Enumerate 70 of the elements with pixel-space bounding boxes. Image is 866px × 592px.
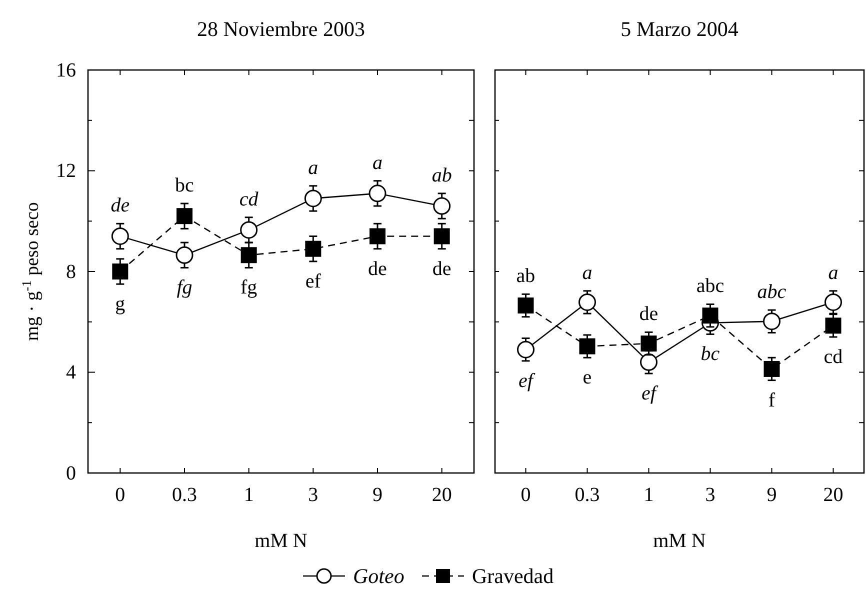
x-tick-label: 20	[823, 484, 844, 506]
point	[368, 184, 386, 202]
annotation: abc	[696, 275, 724, 298]
x-axis-title: mM N	[254, 530, 308, 552]
point	[305, 240, 322, 257]
annotation: de	[432, 258, 452, 280]
point	[764, 360, 780, 377]
chart-title: 5 Marzo 2004	[620, 17, 739, 41]
point	[112, 264, 128, 280]
x-tick-label: 0.3	[574, 484, 600, 506]
point	[111, 227, 129, 245]
point	[434, 228, 450, 244]
x-tick-label: 1	[244, 484, 254, 506]
point	[640, 336, 657, 352]
annotation: ef	[518, 370, 536, 392]
y-tick-label: 16	[56, 59, 76, 82]
annotation: a	[308, 156, 318, 179]
annotation: ef	[305, 270, 322, 292]
annotation: e	[582, 366, 592, 389]
point	[579, 338, 596, 354]
annotation: a	[582, 262, 592, 284]
legend-label: Goteo	[353, 564, 404, 588]
point	[825, 318, 842, 334]
x-axis-title: mM N	[653, 530, 706, 552]
point	[702, 308, 718, 324]
point	[824, 293, 842, 311]
annotation: de	[639, 303, 658, 326]
annotation: bc	[700, 343, 720, 366]
point	[240, 247, 257, 264]
annotation: cd	[239, 188, 260, 210]
y-tick-label: 0	[66, 462, 76, 484]
point	[370, 228, 386, 244]
annotation: fg	[240, 276, 258, 299]
y-tick-label: 12	[56, 160, 76, 182]
point	[433, 197, 451, 215]
x-tick-label: 1	[644, 484, 654, 506]
point	[176, 246, 194, 264]
legend-label: Gravedad	[472, 564, 554, 588]
annotation: a	[372, 152, 382, 174]
annotation: de	[368, 258, 388, 280]
point	[304, 190, 322, 208]
x-tick-label: 3	[308, 484, 318, 506]
annotation: ab	[432, 164, 452, 186]
annotation: cd	[824, 346, 843, 368]
x-tick-label: 3	[705, 484, 716, 506]
annotation: ef	[642, 382, 658, 405]
annotation: de	[110, 194, 130, 217]
annotation: g	[115, 293, 126, 316]
point	[240, 221, 258, 239]
point	[640, 353, 658, 371]
annotation: f	[768, 389, 776, 412]
x-tick-label: 9	[372, 484, 382, 506]
annotation: ab	[516, 265, 536, 288]
x-tick-label: 0	[520, 484, 531, 506]
point	[176, 208, 192, 224]
x-tick-label: 20	[432, 484, 452, 506]
point	[517, 340, 534, 358]
point	[578, 293, 596, 311]
y-tick-label: 8	[66, 260, 76, 283]
y-tick-label: 4	[66, 362, 76, 384]
x-tick-label: 9	[766, 484, 777, 506]
annotation: abc	[757, 281, 786, 304]
point	[763, 312, 780, 330]
point	[518, 298, 534, 314]
annotation: bc	[175, 174, 194, 196]
chart-title: 28 Noviembre 2003	[197, 17, 365, 41]
x-tick-label: 0.3	[172, 484, 197, 506]
annotation: fg	[176, 276, 192, 299]
annotation: a	[828, 262, 838, 284]
x-tick-label: 0	[115, 484, 126, 506]
